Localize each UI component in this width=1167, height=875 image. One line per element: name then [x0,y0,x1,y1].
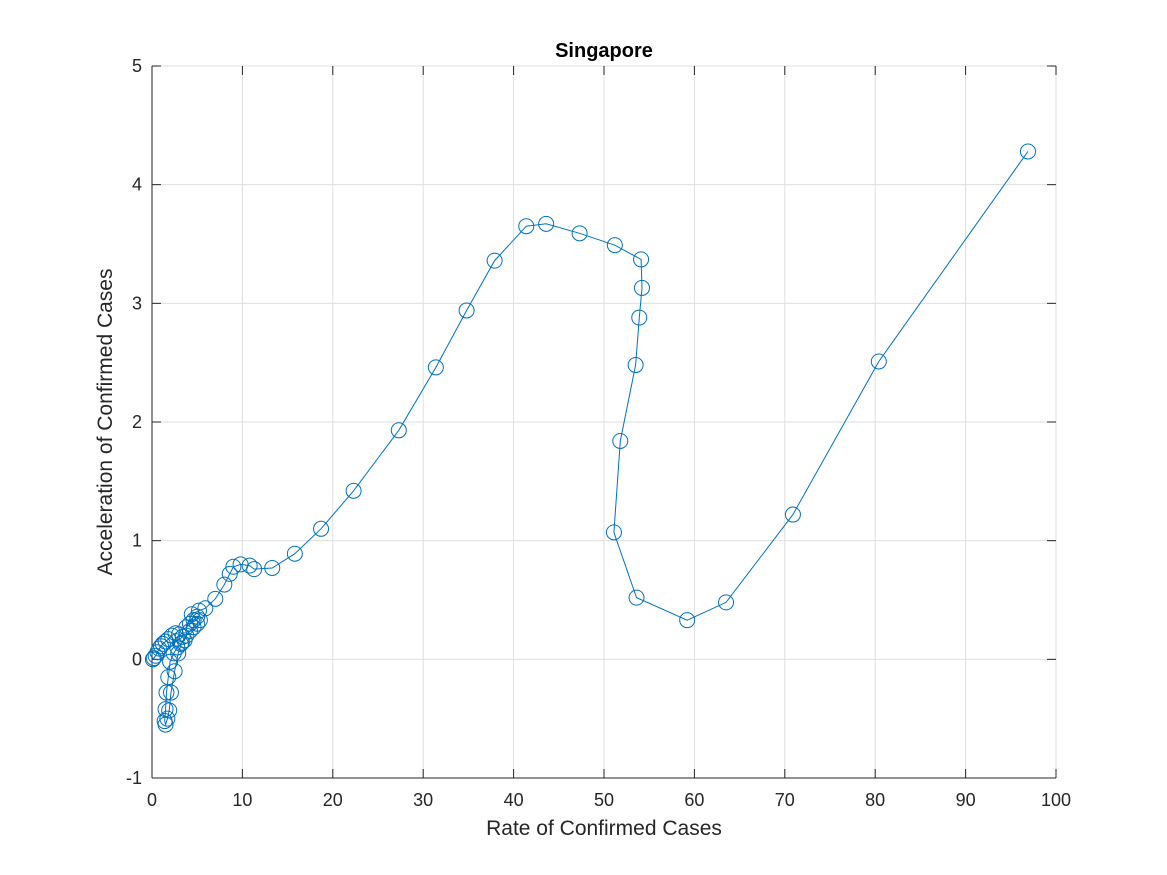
data-point [181,615,198,632]
data-point [191,602,208,619]
data-point [170,645,187,662]
data-point [1019,143,1036,160]
data-point [197,600,214,617]
data-point [159,710,176,727]
data-point [427,359,444,376]
data-point [313,520,330,537]
data-point [718,594,735,611]
y-axis-label: Acceleration of Confirmed Cases [94,269,117,576]
x-tick-label: 50 [594,790,614,810]
data-point [486,252,503,269]
data-point [628,589,645,606]
data-point [246,561,263,578]
x-tick-label: 80 [865,790,885,810]
data-point [216,576,233,593]
y-tick-label: -1 [126,768,142,788]
data-point [345,482,362,499]
x-tick-label: 60 [684,790,704,810]
data-point [160,669,177,686]
data-point [390,422,407,439]
data-point [518,218,535,235]
data-point [158,684,175,701]
data-point [162,653,179,670]
data-point [221,565,238,582]
x-tick-label: 20 [323,790,343,810]
data-point [631,309,648,326]
x-tick-label: 10 [232,790,252,810]
x-tick-label: 100 [1041,790,1071,810]
data-point [286,545,303,562]
x-tick-label: 30 [413,790,433,810]
data-point [571,225,588,242]
data-point [633,279,650,296]
data-point [633,251,650,268]
y-tick-label: 0 [132,649,142,669]
y-tick-label: 2 [132,412,142,432]
data-point [162,684,179,701]
data-point [166,663,183,680]
data-point [165,645,182,662]
data-point [191,612,208,629]
data-point [189,615,206,632]
data-point [627,357,644,374]
y-tick-label: 5 [132,56,142,76]
x-tick-label: 70 [775,790,795,810]
data-point [147,647,164,664]
data-series [144,143,1036,733]
y-tick-label: 4 [132,175,142,195]
data-point [161,702,178,719]
data-point [784,506,801,523]
data-point [458,302,475,319]
data-point [605,524,622,541]
data-point [538,215,555,232]
x-axis-label: Rate of Confirmed Cases [486,817,722,840]
data-point [241,557,258,574]
data-point [225,558,242,575]
x-tick-label: 90 [956,790,976,810]
data-point [606,237,623,254]
data-point [612,432,629,449]
x-tick-label: 40 [504,790,524,810]
chart-title: Singapore [555,40,653,62]
data-point [207,590,224,607]
data-point [264,559,281,576]
y-tick-label: 3 [132,293,142,313]
y-tick-label: 1 [132,531,142,551]
data-point [679,612,696,629]
data-point [870,353,887,370]
data-point [183,606,200,623]
x-tick-label: 0 [147,790,157,810]
